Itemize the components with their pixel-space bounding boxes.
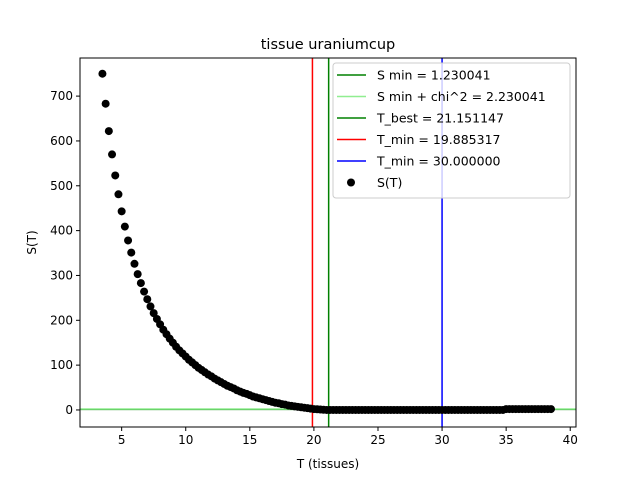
y-tick-label: 400 xyxy=(50,224,73,238)
legend-box xyxy=(332,62,571,199)
legend-label: T_min = 19.885317 xyxy=(376,132,500,147)
y-tick-label: 700 xyxy=(50,89,73,103)
legend-label: T_min = 30.000000 xyxy=(376,154,501,169)
data-point xyxy=(120,222,129,231)
legend-label: T_best = 21.151147 xyxy=(376,111,504,126)
y-tick-label: 500 xyxy=(50,179,73,193)
x-tick-label: 20 xyxy=(306,433,321,447)
data-point xyxy=(143,295,152,304)
x-tick-label: 30 xyxy=(434,433,449,447)
y-axis: 0 100 200 300 400 500 600 700 xyxy=(50,89,80,417)
x-tick-label: 5 xyxy=(118,433,126,447)
legend-marker xyxy=(347,178,355,187)
x-tick-label: 35 xyxy=(499,433,514,447)
legend-label: S min = 1.230041 xyxy=(377,68,491,83)
x-tick-label: 25 xyxy=(370,433,385,447)
data-point xyxy=(98,69,107,78)
data-point xyxy=(130,259,139,268)
data-point xyxy=(146,302,155,311)
y-tick-label: 600 xyxy=(50,134,73,148)
data-point xyxy=(114,190,123,199)
y-tick-label: 200 xyxy=(50,313,73,327)
data-point xyxy=(124,236,133,245)
x-tick-label: 15 xyxy=(242,433,257,447)
x-tick-label: 10 xyxy=(178,433,193,447)
y-tick-label: 300 xyxy=(50,268,73,282)
data-point xyxy=(127,248,136,257)
data-point xyxy=(108,150,117,159)
x-tick-label: 40 xyxy=(563,433,578,447)
data-point xyxy=(149,309,158,318)
data-point xyxy=(117,207,126,216)
data-point xyxy=(133,270,142,279)
data-point xyxy=(136,279,145,288)
legend-label: S min + chi^2 = 2.230041 xyxy=(377,89,546,104)
chart-title: tissue uraniumcup xyxy=(261,37,395,53)
x-axis: 5 10 15 20 25 30 35 40 xyxy=(118,427,578,447)
data-point xyxy=(104,127,113,136)
legend-label: S(T) xyxy=(377,175,402,190)
data-point xyxy=(101,99,110,108)
y-tick-label: 0 xyxy=(65,403,73,417)
x-axis-label: T (tissues) xyxy=(296,457,359,471)
y-tick-label: 100 xyxy=(50,358,73,372)
data-point xyxy=(111,171,120,180)
data-point xyxy=(547,405,556,414)
data-point xyxy=(140,287,149,296)
plot-frame xyxy=(79,57,577,428)
y-axis-label: S(T) xyxy=(25,230,39,254)
scatter-points xyxy=(98,69,556,414)
legend: S min = 1.230041 S min + chi^2 = 2.230041… xyxy=(332,62,571,199)
